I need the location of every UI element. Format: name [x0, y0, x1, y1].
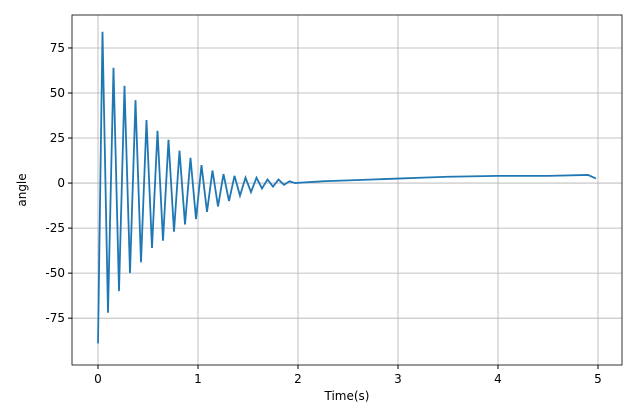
y-tick-label: 0 [57, 176, 65, 190]
y-tick-label: -25 [45, 221, 65, 235]
x-tick-label: 4 [494, 372, 502, 386]
plot-frame [71, 14, 623, 366]
y-tick-label: 50 [50, 86, 65, 100]
x-tick-label: 0 [94, 372, 102, 386]
x-tick-label: 2 [294, 372, 302, 386]
y-tick-label: -75 [45, 311, 65, 325]
y-axis-label: angle [15, 173, 29, 206]
y-tick-label: 25 [50, 131, 65, 145]
x-axis-label: Time(s) [324, 389, 370, 403]
y-tick-label: 75 [50, 41, 65, 55]
y-tick-label: -50 [45, 266, 65, 280]
data-line [97, 31, 597, 344]
x-tick-label: 1 [194, 372, 202, 386]
x-tick-label: 5 [594, 372, 602, 386]
x-tick-label: 3 [394, 372, 402, 386]
